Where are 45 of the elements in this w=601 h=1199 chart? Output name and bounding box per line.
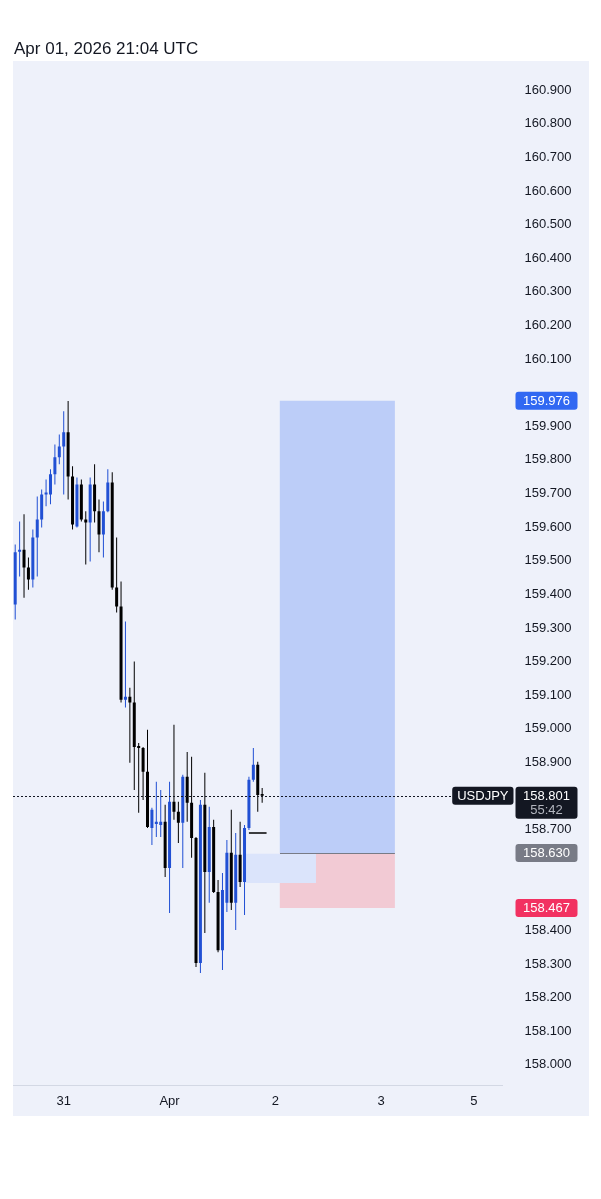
y-tick-label: 158.100: [524, 1022, 572, 1038]
chart-title: Apr 01, 2026 21:04 UTC: [14, 39, 199, 59]
y-tick-label: 159.100: [524, 686, 572, 702]
candlestick: [260, 787, 264, 803]
x-tick-label: 3: [377, 1093, 385, 1109]
y-tick-label: 160.300: [524, 283, 572, 299]
y-tick-label: 158.000: [524, 1056, 572, 1072]
y-tick-label: 160.400: [524, 249, 572, 265]
y-tick-label: 159.800: [524, 451, 572, 467]
y-tick-label: 159.700: [524, 485, 572, 501]
text: 158.630: [523, 845, 570, 861]
y-tick-label: 160.900: [524, 81, 572, 97]
y-tick-label: 158.400: [524, 921, 572, 937]
y-tick-label: 158.900: [524, 753, 572, 769]
candlestick: [18, 521, 22, 577]
x-tick-label: Apr: [159, 1093, 181, 1109]
candlestick: [172, 724, 176, 820]
y-tick-label: 159.000: [524, 720, 572, 736]
y-tick-label: 160.700: [524, 149, 572, 165]
y-tick-label: 159.600: [524, 518, 572, 534]
x-tick-label: 2: [271, 1093, 280, 1109]
y-tick-label: 160.800: [524, 115, 572, 131]
y-tick-label: 160.100: [524, 350, 572, 366]
candlestick: [154, 781, 158, 837]
text: 55:42: [530, 801, 563, 817]
candlestick: [123, 621, 127, 708]
y-tick-label: 159.500: [524, 552, 572, 568]
y-tick-label: 159.900: [524, 417, 572, 433]
y-tick-label: 159.400: [524, 585, 572, 601]
y-tick-label: 159.200: [524, 653, 572, 669]
x-tick-label: 31: [56, 1093, 71, 1109]
y-tick-label: 158.200: [524, 989, 572, 1005]
y-tick-label: 158.300: [524, 955, 572, 971]
annotation: USDJPY: [457, 787, 509, 803]
y-tick-label: 160.600: [524, 182, 572, 198]
candlestick: [84, 511, 88, 565]
text: 158.467: [523, 899, 570, 915]
y-tick-label: 159.300: [524, 619, 572, 635]
y-tick-label: 160.500: [524, 216, 572, 232]
candlestick: [128, 687, 132, 763]
x-tick-label: 5: [470, 1093, 478, 1109]
y-tick-label: 160.200: [524, 317, 572, 333]
y-tick-label: 158.700: [524, 821, 572, 837]
ref-line-label: 158.801: [523, 787, 570, 803]
text: 159.976: [523, 392, 570, 408]
